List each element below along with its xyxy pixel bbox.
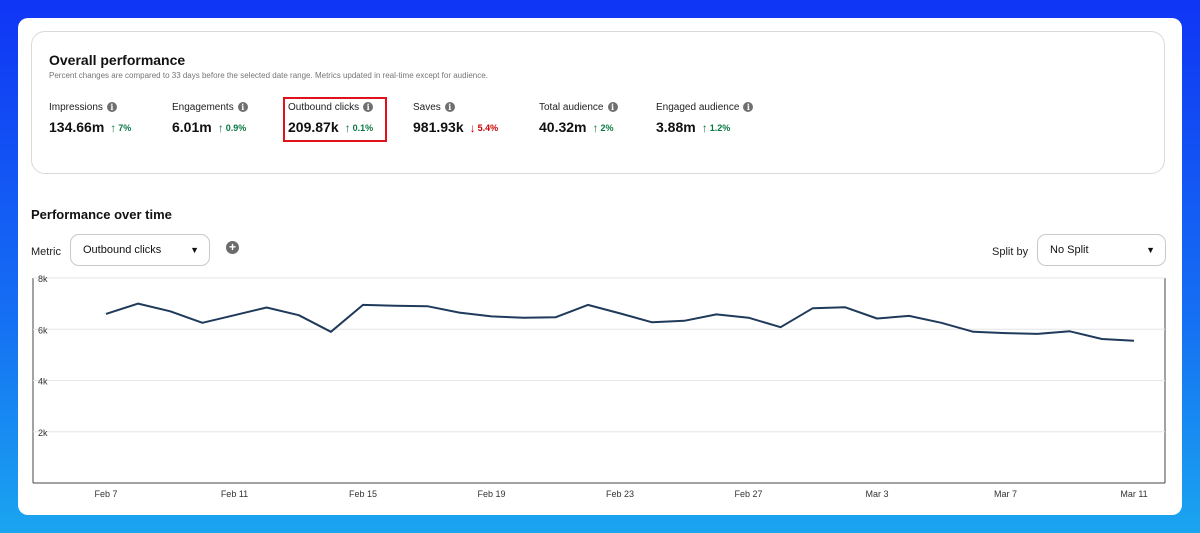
metric-change: ↑ 0.1% [345,121,374,135]
add-metric-icon[interactable]: + [226,241,239,254]
metric-value: 134.66m [49,119,105,135]
x-tick-label: Feb 23 [606,489,634,499]
info-icon[interactable]: i [607,102,618,112]
y-tick-label: 8k [38,274,48,284]
split-dropdown-value: No Split [1050,244,1089,256]
metric-change: ↑ 7% [110,121,131,135]
x-tick-label: Feb 11 [221,489,248,499]
metric-change: ↑ 2% [592,121,613,135]
metric-impressions[interactable]: Impressions i 134.66m ↑ 7% [49,100,131,136]
info-icon[interactable]: i [363,102,374,112]
arrow-up-icon: ↑ [701,121,708,135]
metric-value: 40.32m [539,119,587,135]
metric-label: Total audience [539,101,604,113]
metric-value: 6.01m [172,119,212,135]
y-tick-label: 6k [38,325,48,335]
performance-title: Performance over time [31,207,172,222]
metric-label: Impressions [49,101,103,113]
series-line [105,302,1135,342]
arrow-up-icon: ↑ [344,121,351,135]
metric-label: Engagements [172,101,234,113]
x-tick-label: Feb 15 [349,489,377,499]
x-tick-label: Feb 7 [94,489,117,499]
chevron-down-icon: ▼ [1146,245,1155,255]
x-tick-label: Mar 3 [865,489,888,499]
metric-select-label: Metric [31,246,61,258]
info-icon[interactable]: i [444,102,455,112]
metric-engaged-audience[interactable]: Engaged audience i 3.88m ↑ 1.2% [656,100,754,135]
y-tick-label: 4k [38,377,48,387]
metric-label: Saves [413,101,441,113]
metric-engagements[interactable]: Engagements i 6.01m ↑ 0.9% [172,100,248,135]
info-icon[interactable]: i [106,102,117,112]
metric-value: 3.88m [656,119,696,135]
change-value: 1.2% [709,123,731,133]
metric-label: Engaged audience [656,101,740,113]
info-icon[interactable]: i [237,102,248,112]
split-by-dropdown[interactable]: No Split ▼ [1037,234,1166,266]
metric-dropdown[interactable]: Outbound clicks ▼ [70,234,210,266]
metric-value: 209.87k [288,119,339,135]
metric-total-audience[interactable]: Total audience i 40.32m ↑ 2% [539,100,618,135]
chevron-down-icon: ▼ [190,245,199,255]
info-icon[interactable]: i [743,102,754,112]
metric-saves[interactable]: Saves i 981.93k ↓ 5.4% [413,100,499,136]
x-tick-label: Feb 19 [477,489,505,499]
metric-change: ↓ 5.4% [470,121,499,135]
metric-outbound-clicks[interactable]: Outbound clicks i 209.87k ↑ 0.1% [288,100,374,135]
arrow-down-icon: ↓ [469,121,476,135]
performance-chart: 8k 6k 4k 2k Feb 7 Feb 11 Feb 15 Feb 19 Feb 23 Feb… [32,274,1166,499]
metric-dropdown-value: Outbound clicks [83,244,162,256]
change-value: 0.9% [225,123,247,133]
x-tick-label: Mar 11 [1120,489,1147,499]
metric-change: ↑ 0.9% [218,121,247,135]
x-tick-label: Mar 7 [994,489,1017,499]
change-value: 0.1% [352,123,374,133]
x-tick-label: Feb 27 [734,489,762,499]
change-value: 5.4% [477,123,499,133]
metric-value: 981.93k [413,119,464,135]
highlight-box [283,97,387,142]
change-value: 7% [118,123,132,133]
overall-subtitle: Percent changes are compared to 33 days … [49,71,488,80]
split-by-label: Split by [992,246,1029,258]
metric-change: ↑ 1.2% [702,121,731,135]
arrow-up-icon: ↑ [110,121,117,135]
metric-label: Outbound clicks [288,101,360,113]
change-value: 2% [600,123,614,133]
y-tick-label: 2k [38,428,48,438]
main-card: Overall performance Percent changes are … [18,18,1182,515]
arrow-up-icon: ↑ [217,121,224,135]
overall-title: Overall performance [49,52,186,68]
overall-performance-panel: Overall performance Percent changes are … [31,31,1165,174]
arrow-up-icon: ↑ [592,121,599,135]
